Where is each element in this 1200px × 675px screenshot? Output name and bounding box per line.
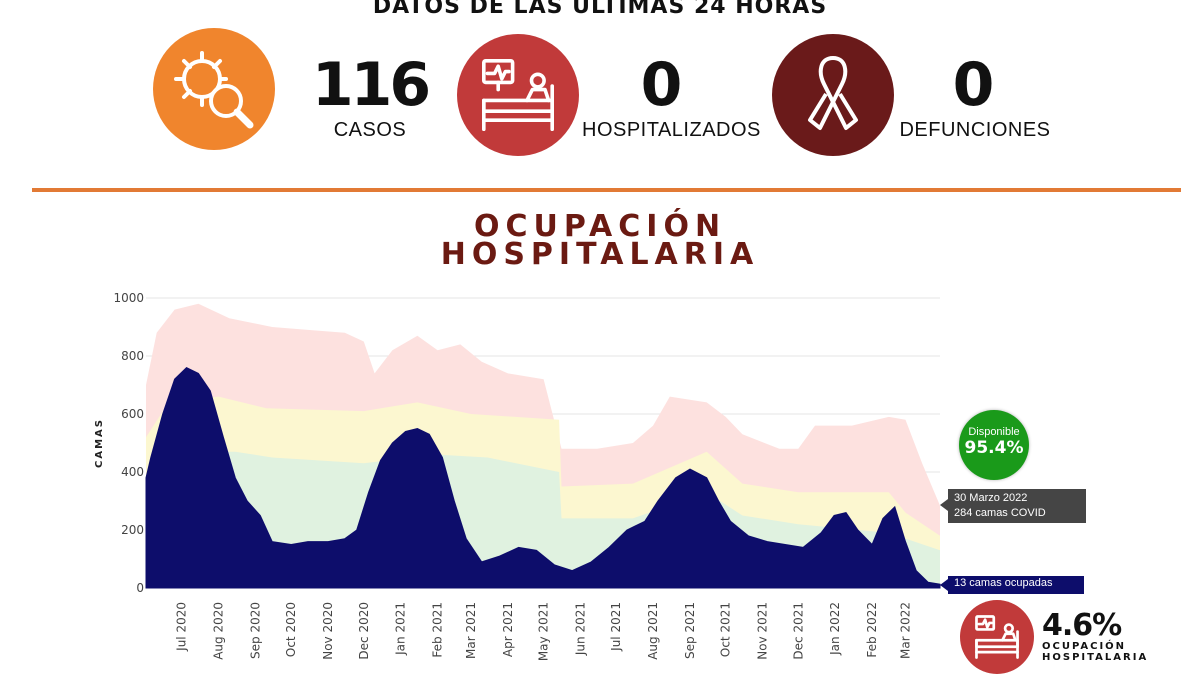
y-tick-label: 0 xyxy=(136,581,144,595)
section-title-line1: OCUPACIÓN xyxy=(473,209,727,244)
x-tick-label: Feb 2021 xyxy=(431,602,445,658)
x-tick-label: Dec 2021 xyxy=(791,602,805,660)
hospitalized-stat-icon xyxy=(457,34,579,156)
section-title-line2: HOSPITALARIA xyxy=(440,237,760,272)
occupancy-value: 4.6% xyxy=(1042,608,1122,643)
hospital-bed-icon xyxy=(482,58,554,131)
x-tick-label: Oct 2021 xyxy=(719,602,733,657)
x-tick-label: Jul 2020 xyxy=(175,602,189,652)
x-tick-label: Apr 2021 xyxy=(501,602,515,657)
ribbon-icon xyxy=(808,56,858,130)
hospitalized-value: 0 xyxy=(640,50,683,120)
cases-stat-icon xyxy=(153,28,275,150)
x-tick-label: Aug 2021 xyxy=(646,602,660,660)
x-tick-label: Feb 2022 xyxy=(865,602,879,658)
covid-beds-tooltip: 30 Marzo 2022 284 camas COVID xyxy=(940,489,1086,523)
cases-value: 116 xyxy=(311,50,431,120)
available-value: 95.4% xyxy=(964,438,1024,458)
occupancy-icon xyxy=(960,600,1034,674)
x-tick-label: Jan 2021 xyxy=(394,602,408,656)
y-tick-label: 400 xyxy=(121,465,144,479)
hospital-bed-icon xyxy=(975,615,1019,659)
deaths-value: 0 xyxy=(952,50,995,120)
y-tick-label: 600 xyxy=(121,407,144,421)
x-tick-label: Jun 2021 xyxy=(574,602,588,656)
x-tick-label: May 2021 xyxy=(537,602,551,661)
x-tick-label: Mar 2022 xyxy=(899,602,913,659)
deaths-stat-icon xyxy=(772,34,894,156)
x-tick-label: Nov 2021 xyxy=(756,602,770,660)
section-divider xyxy=(32,188,1181,192)
deaths-label: DEFUNCIONES xyxy=(899,119,1051,141)
page-title: DATOS DE LAS ULTIMAS 24 HORAS xyxy=(372,0,828,19)
x-tick-label: Aug 2020 xyxy=(212,602,226,660)
available-label: Disponible xyxy=(968,426,1020,438)
x-tick-label: Nov 2020 xyxy=(321,602,335,660)
y-tick-label: 800 xyxy=(121,349,144,363)
x-tick-label: Sep 2020 xyxy=(249,602,263,659)
x-tick-label: Mar 2021 xyxy=(464,602,478,659)
occupancy-label-line2: HOSPITALARIA xyxy=(1042,652,1149,663)
tooltip-covid-beds: 284 camas COVID xyxy=(954,507,1046,519)
x-tick-label: Jul 2021 xyxy=(609,602,623,652)
virus-search-icon xyxy=(174,51,254,129)
available-badge: Disponible 95.4% xyxy=(959,410,1029,480)
occupancy-label-line1: OCUPACIÓN xyxy=(1042,641,1127,652)
tooltip-date: 30 Marzo 2022 xyxy=(954,492,1028,504)
x-tick-label: Jan 2022 xyxy=(828,602,842,656)
y-tick-label: 1000 xyxy=(113,291,144,305)
x-tick-label: Sep 2021 xyxy=(683,602,697,659)
y-axis-title: CAMAS xyxy=(94,418,105,468)
cases-label: CASOS xyxy=(333,119,407,141)
occupied-beds-area xyxy=(145,366,941,589)
x-tick-label: Dec 2020 xyxy=(357,602,371,660)
tooltip-occupied-beds: 13 camas ocupadas xyxy=(954,577,1053,589)
hospitalized-label: HOSPITALIZADOS xyxy=(582,119,761,141)
x-tick-label: Oct 2020 xyxy=(284,602,298,657)
y-tick-label: 200 xyxy=(121,523,144,537)
occupancy-label: OCUPACIÓN HOSPITALARIA xyxy=(1042,641,1148,663)
occupied-beds-tooltip: 13 camas ocupadas xyxy=(940,576,1084,594)
